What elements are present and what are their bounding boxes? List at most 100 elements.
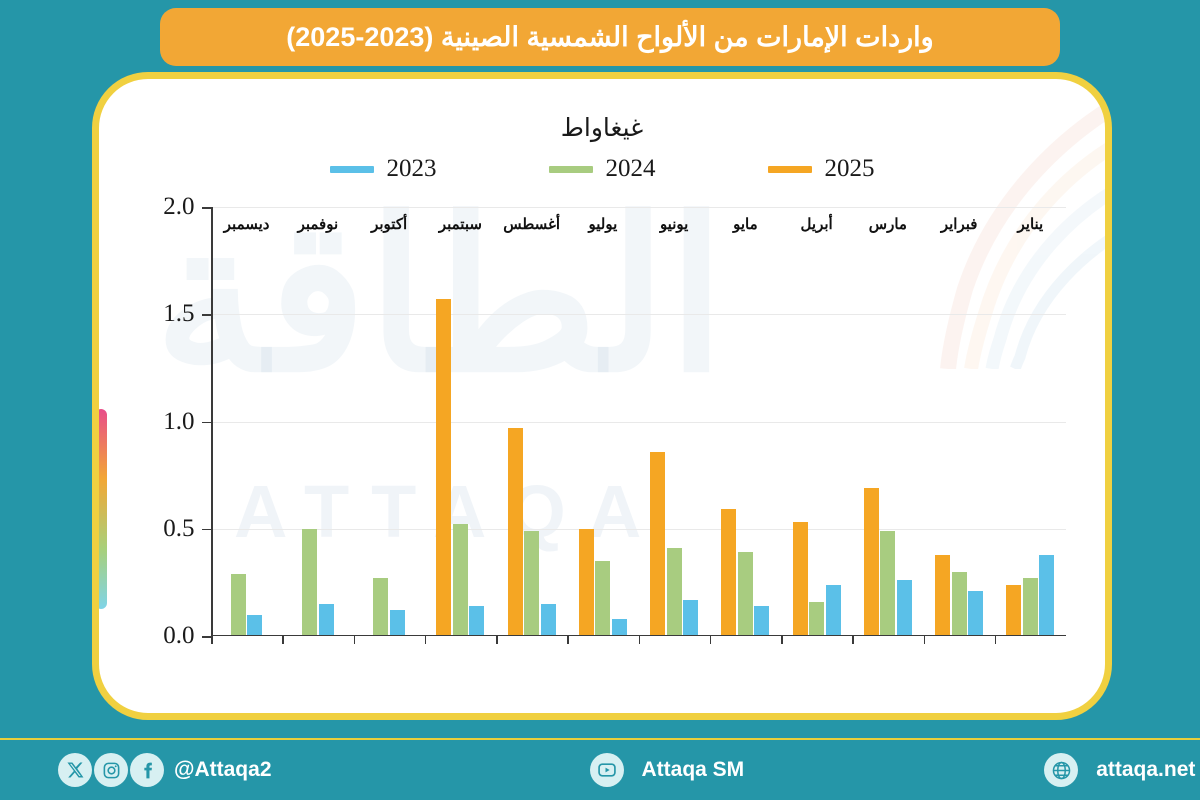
chart-legend: 2023 2024 2025	[99, 155, 1105, 183]
bar-2024-أغسطس[interactable]	[524, 530, 540, 636]
y-tick-label: 0.0	[163, 622, 195, 649]
bar-2023-يوليو[interactable]	[611, 618, 627, 636]
x-tick-mark	[709, 636, 712, 644]
bar-2023-يناير[interactable]	[1039, 554, 1055, 636]
instagram-icon[interactable]	[94, 753, 128, 787]
youtube-icon[interactable]	[589, 753, 624, 787]
bar-2023-سبتمبر[interactable]	[469, 605, 485, 636]
y-tick-mark	[202, 421, 211, 423]
bar-2025-مايو[interactable]	[721, 509, 737, 636]
footer-youtube-group[interactable]: Attaqa SM	[589, 753, 745, 787]
x-tick-label: يونيو	[659, 216, 689, 233]
y-tick-mark	[202, 207, 211, 209]
x-tick-label: يناير	[1017, 216, 1044, 233]
legend-swatch-2024	[548, 165, 593, 173]
chart-panel: الطاقة ATTAQA غيغاواط 2023 2024 2025 0.0…	[92, 72, 1112, 720]
bar-2024-يونيو[interactable]	[666, 548, 682, 636]
bar-2024-يناير[interactable]	[1022, 578, 1038, 636]
youtube-label: Attaqa SM	[641, 758, 745, 781]
legend-swatch-2023	[329, 165, 374, 173]
bar-2023-أكتوبر[interactable]	[389, 610, 405, 636]
y-tick-mark	[202, 528, 211, 531]
facebook-icon[interactable]	[130, 753, 164, 787]
title-banner: واردات الإمارات من الألواح الشمسية الصين…	[160, 8, 1060, 66]
footer-website-group[interactable]: attaqa.net	[1044, 753, 1195, 787]
x-tick-mark	[994, 636, 997, 644]
bar-2025-يوليو[interactable]	[578, 528, 594, 636]
bar-2024-يوليو[interactable]	[595, 560, 611, 636]
bar-2023-نوفمبر[interactable]	[318, 603, 334, 636]
gridline	[211, 314, 1066, 316]
bar-2025-فبراير[interactable]	[935, 554, 951, 636]
gridline	[211, 207, 1066, 208]
legend-label-2023: 2023	[386, 155, 437, 182]
gridline	[211, 421, 1066, 423]
bar-2024-سبتمبر[interactable]	[452, 524, 468, 636]
globe-icon[interactable]	[1044, 753, 1079, 787]
y-tick-label: 0.5	[163, 514, 195, 542]
x-icon[interactable]	[58, 753, 92, 787]
bar-2025-مارس[interactable]	[863, 488, 879, 636]
y-tick-mark	[202, 314, 211, 316]
bar-2024-فبراير[interactable]	[951, 571, 967, 636]
x-tick-mark	[282, 636, 284, 644]
x-tick-label: ديسمبر	[223, 216, 270, 233]
bar-2023-مارس[interactable]	[896, 580, 912, 636]
legend-item-2025[interactable]: 2025	[767, 155, 875, 183]
footer-bar: @Attaqa2 Attaqa SM attaqa.net	[0, 738, 1200, 800]
x-tick-mark	[567, 636, 569, 644]
bar-2025-أغسطس[interactable]	[507, 427, 523, 636]
legend-swatch-2025	[767, 165, 812, 173]
bar-series-container	[211, 207, 1066, 636]
legend-label-2024: 2024	[605, 155, 656, 182]
x-tick-mark	[353, 636, 355, 644]
bar-2024-أبريل[interactable]	[809, 601, 825, 636]
bar-2024-مايو[interactable]	[737, 552, 753, 636]
gridline	[211, 528, 1066, 530]
x-tick-mark	[781, 636, 783, 644]
unit-label: غيغاواط	[560, 114, 644, 142]
bar-2023-فبراير[interactable]	[968, 590, 984, 636]
bar-2024-نوفمبر[interactable]	[302, 528, 318, 636]
page-title: واردات الإمارات من الألواح الشمسية الصين…	[286, 21, 934, 52]
bar-2025-يناير[interactable]	[1006, 584, 1022, 636]
x-tick-label: يوليو	[588, 216, 618, 233]
x-tick-mark	[496, 636, 498, 644]
social-handle-label: @Attaqa2	[174, 758, 272, 781]
x-tick-label: نوفمبر	[297, 216, 339, 233]
accent-strip	[99, 409, 107, 609]
bar-2023-مايو[interactable]	[754, 605, 770, 636]
x-tick-label: فبراير	[940, 216, 978, 233]
website-label: attaqa.net	[1096, 758, 1196, 781]
legend-item-2023[interactable]: 2023	[329, 155, 437, 183]
bar-2023-ديسمبر[interactable]	[247, 614, 263, 636]
x-tick-mark	[638, 636, 640, 644]
bar-2025-أبريل[interactable]	[792, 522, 808, 636]
x-tick-mark	[923, 636, 925, 644]
x-tick-label: أبريل	[800, 216, 833, 233]
x-axis	[211, 634, 1066, 636]
bar-2024-أكتوبر[interactable]	[373, 578, 389, 636]
x-tick-label: مايو	[733, 216, 758, 233]
y-tick-label: 1.5	[163, 300, 195, 328]
y-tick-mark	[202, 636, 211, 638]
legend-item-2024[interactable]: 2024	[548, 155, 656, 183]
x-tick-label: سبتمبر	[438, 216, 482, 233]
bar-2023-أبريل[interactable]	[825, 584, 841, 636]
x-tick-label: أغسطس	[503, 216, 561, 233]
plot-area: 0.0 0.5 1.0 1.5 2.0 يناير فبراير مارس أبريل مايو ي…	[163, 193, 1066, 649]
footer-social-group: @Attaqa2	[58, 753, 272, 787]
bar-2023-يونيو[interactable]	[683, 599, 699, 636]
x-tick-label: أكتوبر	[371, 216, 408, 233]
gridlines	[211, 207, 1066, 636]
bar-2024-مارس[interactable]	[880, 530, 896, 636]
bar-2025-سبتمبر[interactable]	[436, 299, 452, 636]
x-tick-label: مارس	[868, 216, 907, 233]
y-tick-label: 1.0	[163, 407, 195, 435]
bar-2023-أغسطس[interactable]	[540, 603, 556, 636]
x-tick-mark	[424, 636, 427, 644]
x-tick-mark	[852, 636, 854, 644]
legend-label-2025: 2025	[824, 155, 875, 182]
bar-2025-يونيو[interactable]	[650, 451, 666, 636]
bar-2024-ديسمبر[interactable]	[230, 573, 246, 636]
